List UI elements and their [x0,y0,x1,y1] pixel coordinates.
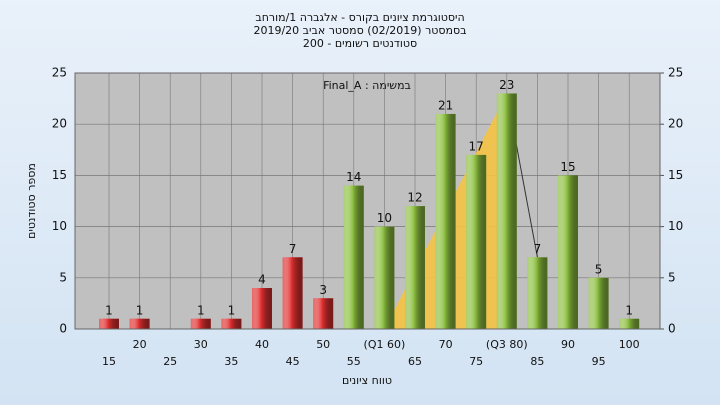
value-label: 12 [407,191,422,205]
y-tick-label: 10 [52,219,67,233]
bar-shade [99,318,119,329]
y-tick-label: 25 [52,66,67,80]
x-tick-label: (Q3 80) [486,338,528,351]
y-tick-label: 0 [59,322,67,336]
chart-title: היסטוגרמת ציונים בקורס - אלגברה 1/מורחב [255,11,464,24]
y2-tick-label: 15 [668,168,683,182]
y2-tick-label: 25 [668,66,683,80]
x-tick-label: 100 [619,338,640,351]
x-tick-label: 90 [561,338,575,351]
x-tick-label: 20 [133,338,147,351]
bar-shade [619,318,640,329]
y2-tick-label: 5 [668,270,676,284]
y2-tick-label: 0 [668,322,676,336]
value-label: 1 [136,303,144,317]
x-tick-label: 70 [439,338,453,351]
bar-shade [496,93,517,329]
x-tick-label: 15 [102,355,116,368]
x-tick-label: 65 [408,355,422,368]
x-tick-label: 85 [530,355,544,368]
value-label: 17 [469,139,484,153]
bar-shade [374,226,395,329]
value-label: 1 [228,303,236,317]
annotation: במשימה : Final_A [323,79,411,92]
value-label: 4 [258,273,266,287]
x-tick-label: 50 [316,338,330,351]
bar-shade [190,318,211,329]
value-label: 7 [534,242,542,256]
x-tick-label: 55 [347,355,361,368]
x-tick-label: 40 [255,338,269,351]
bar-shade [282,257,303,329]
value-label: 1 [197,303,205,317]
x-tick-label: 75 [469,355,483,368]
value-label: 21 [438,98,453,112]
bar-shade [129,318,150,329]
bar-shade [588,277,609,329]
plot-border [74,72,661,330]
y-tick-label: 20 [52,117,67,131]
value-label: 14 [346,170,361,184]
x-tick-label: 45 [286,355,300,368]
x-tick-label: 30 [194,338,208,351]
value-label: 3 [319,283,327,297]
value-label: 1 [625,303,633,317]
value-label: 15 [560,160,575,174]
y2-tick-label: 20 [668,117,683,131]
value-label: 10 [377,211,392,225]
y-axis-label: מספר סטודנטים [25,163,38,239]
bar-shade [466,154,487,329]
value-label: 1 [105,303,113,317]
bar-shade [405,206,425,329]
value-label: 23 [499,78,514,92]
x-axis-label: טווח ציונים [342,374,392,387]
bar-shade [558,175,578,329]
value-label: 7 [289,242,297,256]
x-tick-label: 95 [592,355,606,368]
bar-shade [527,257,548,329]
y-tick-label: 5 [59,270,67,284]
bar-shade [435,113,456,330]
x-tick-label: 35 [224,355,238,368]
bar-shade [221,318,242,329]
bar-shade [343,185,364,329]
x-tick-label: (Q1 60) [364,338,406,351]
value-label: 5 [595,262,603,276]
bar-shade [313,298,334,329]
y-tick-label: 15 [52,168,67,182]
bar-shade [252,288,272,329]
chart-subtitle: סטודנטים רשומים - 200 [303,37,417,50]
x-tick-label: 25 [163,355,177,368]
chart-subtitle: בסמסטר (02/2019) סמסטר אביב 2019/20 [253,24,466,37]
y2-tick-label: 10 [668,219,683,233]
